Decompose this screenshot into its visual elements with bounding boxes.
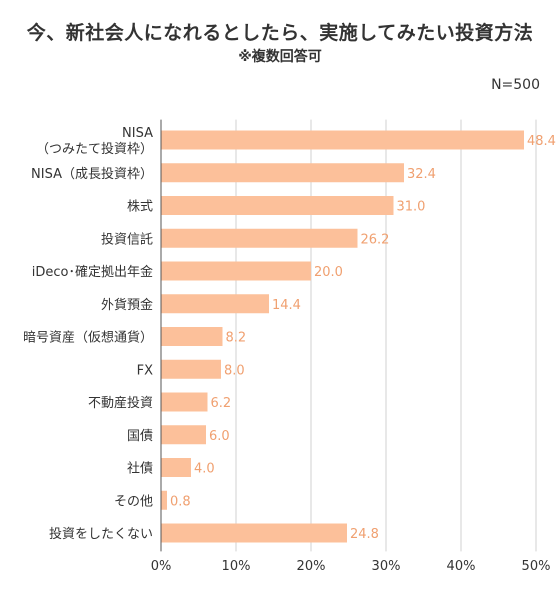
bar <box>161 523 347 543</box>
category-label: 投資信託 <box>101 231 153 247</box>
bar <box>161 392 208 412</box>
bar <box>161 490 167 510</box>
category-label: 不動産投資 <box>88 395 153 411</box>
category-label: NISA（成長投資枠） <box>31 166 153 182</box>
data-label: 26.2 <box>361 232 390 247</box>
bar <box>161 130 524 150</box>
bar <box>161 163 404 183</box>
category-label: 投資をしたくない <box>49 526 153 542</box>
category-label: 暗号資産（仮想通貨） <box>23 330 153 346</box>
x-tick-label: 20% <box>297 559 326 574</box>
x-tick-label: 0% <box>151 559 172 574</box>
bar <box>161 359 221 379</box>
bar <box>161 425 206 445</box>
data-label: 6.2 <box>211 396 232 411</box>
category-label: 株式 <box>127 200 153 215</box>
category-label: その他 <box>114 494 153 509</box>
category-label: NISA <box>122 126 153 141</box>
data-label: 20.0 <box>314 265 343 280</box>
category-label: iDeco･確定拠出年金 <box>32 264 153 280</box>
x-tick-label: 30% <box>372 559 401 574</box>
data-label: 8.0 <box>224 363 245 378</box>
data-label: 32.4 <box>407 167 436 182</box>
category-label: FX <box>137 363 153 378</box>
bar <box>161 294 269 314</box>
x-tick-label: 40% <box>447 559 476 574</box>
bar <box>161 228 358 248</box>
chart-title: 今、新社会人になれるとしたら、実施してみたい投資方法 <box>26 22 534 44</box>
data-label: 48.4 <box>527 134 556 149</box>
category-label: 国債 <box>127 429 153 444</box>
x-tick-label: 50% <box>522 559 551 574</box>
data-label: 6.0 <box>209 429 230 444</box>
x-tick-label: 10% <box>222 559 251 574</box>
bar <box>161 458 191 477</box>
category-label: 社債 <box>127 461 153 477</box>
sample-size-label: N=500 <box>491 77 540 93</box>
chart-subtitle: ※複数回答可 <box>238 49 322 65</box>
data-label: 24.8 <box>350 527 379 542</box>
data-label: 31.0 <box>397 200 426 215</box>
category-label: 外貨預金 <box>101 297 153 313</box>
bar <box>161 196 394 215</box>
bar <box>161 261 311 281</box>
data-label: 14.4 <box>272 298 301 313</box>
data-label: 4.0 <box>194 462 215 477</box>
bar <box>161 327 223 346</box>
data-label: 8.2 <box>226 331 247 346</box>
category-label: （つみたて投資枠） <box>36 141 153 157</box>
data-label: 0.8 <box>170 494 191 509</box>
